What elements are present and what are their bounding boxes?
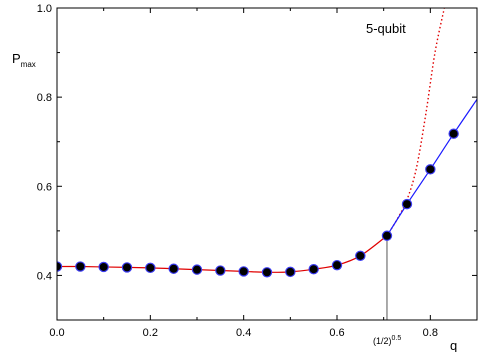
data-point-17 [448, 128, 459, 139]
y-tick-label-0: 0.4 [37, 270, 52, 282]
x-tick-label-4: 0.8 [423, 327, 438, 339]
data-point-2 [98, 261, 109, 273]
data-point-16 [425, 164, 436, 175]
data-point-8 [238, 266, 249, 277]
x-tick-label-2: 0.4 [236, 327, 251, 339]
data-point-15 [401, 198, 413, 210]
data-point-3 [121, 262, 133, 273]
chart-annotation: 5-qubit [366, 21, 406, 36]
data-point-10 [285, 266, 296, 278]
data-point-5 [168, 263, 179, 274]
series-line-2-dotted [386, 8, 446, 237]
y-tick-label-1: 0.6 [37, 181, 52, 193]
marker-line-label: (1/2)0.5 [373, 335, 401, 346]
data-point-13 [355, 250, 366, 262]
data-point-12 [331, 259, 343, 271]
marker-line-label-base: (1/2) [373, 336, 392, 346]
x-axis-label: q [450, 338, 457, 352]
y-tick-label-3: 1.0 [37, 3, 52, 15]
x-tick-label-3: 0.6 [329, 327, 344, 339]
data-point-4 [145, 262, 156, 274]
y-tick-label-2: 0.8 [37, 92, 52, 104]
data-point-7 [215, 265, 226, 276]
plot-area [57, 8, 477, 320]
y-axis-label: Pmax [12, 51, 36, 69]
data-point-11 [308, 263, 319, 275]
plot-frame [56, 7, 478, 321]
data-point-14 [381, 230, 393, 241]
marker-line-label-exp: 0.5 [392, 335, 402, 342]
y-axis-label-main: P [12, 51, 21, 66]
data-point-9 [261, 267, 273, 278]
plot-layer [57, 8, 477, 320]
y-axis-label-sub: max [21, 60, 36, 69]
data-point-6 [191, 264, 203, 275]
data-point-1 [75, 261, 86, 272]
x-tick-label-0: 0.0 [49, 327, 64, 339]
ticks-layer: 0.0 0.2 0.4 0.6 0.8 0.4 0.6 0.8 1.0 [37, 3, 477, 339]
x-tick-label-1: 0.2 [143, 327, 158, 339]
